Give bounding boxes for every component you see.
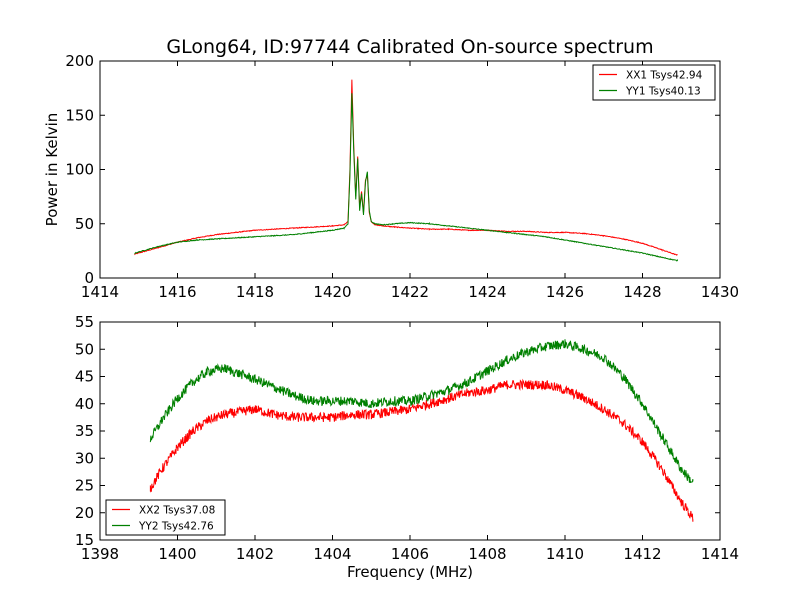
x-tick-label: 1420 bbox=[313, 283, 351, 301]
legend: XX2 Tsys37.08 YY2 Tsys42.76 bbox=[105, 499, 226, 536]
x-tick-label: 1422 bbox=[391, 283, 429, 301]
x-tick-label: 1408 bbox=[468, 545, 506, 563]
x-tick-label: 1412 bbox=[623, 545, 661, 563]
y-tick-label: 200 bbox=[65, 52, 94, 70]
x-tick-label: 1428 bbox=[623, 283, 661, 301]
y-tick-label: 0 bbox=[84, 269, 94, 287]
series-line-2 bbox=[149, 339, 694, 484]
x-tick-label: 1416 bbox=[158, 283, 196, 301]
y-tick-label: 40 bbox=[75, 395, 94, 413]
x-tick-label: 1414 bbox=[81, 283, 119, 301]
legend-label: YY1 Tsys40.13 bbox=[625, 86, 701, 98]
y-tick-label: 45 bbox=[75, 368, 94, 386]
legend-label: XX1 Tsys42.94 bbox=[626, 70, 703, 82]
x-tick-label: 1414 bbox=[701, 545, 739, 563]
legend-box bbox=[592, 64, 716, 101]
legend: XX1 Tsys42.94 YY1 Tsys40.13 bbox=[592, 64, 716, 101]
x-tick-label: 1424 bbox=[468, 283, 506, 301]
y-tick-label: 25 bbox=[75, 477, 94, 495]
x-tick-label: 1430 bbox=[701, 283, 739, 301]
x-tick-label: 1406 bbox=[391, 545, 429, 563]
y-tick-label: 20 bbox=[75, 504, 94, 522]
y-tick-label: 50 bbox=[75, 340, 94, 358]
bottom-plot: 1398 1400 1402 1404 1406 1408 1410 1412 1414 15 20… bbox=[75, 313, 739, 581]
y-tick-label: 55 bbox=[75, 313, 94, 331]
series-line-1 bbox=[149, 378, 694, 522]
y-tick-label: 50 bbox=[75, 215, 94, 233]
x-axis-label: Frequency (MHz) bbox=[347, 563, 473, 581]
y-tick-label: 150 bbox=[65, 106, 94, 124]
x-tick-label: 1410 bbox=[546, 545, 584, 563]
y-tick-label: 35 bbox=[75, 422, 94, 440]
y-tick-label: 100 bbox=[65, 161, 94, 179]
top-plot: 1414 1416 1418 1420 1422 1424 1426 1428 1430 0 50 1… bbox=[43, 52, 739, 301]
series-line-2 bbox=[134, 93, 678, 262]
series-line-1 bbox=[134, 79, 678, 256]
legend-box bbox=[105, 499, 226, 536]
x-tick-label: 1398 bbox=[81, 545, 119, 563]
legend-label: YY2 Tsys42.76 bbox=[138, 521, 214, 533]
x-tick-label: 1402 bbox=[236, 545, 274, 563]
chart-title: GLong64, ID:97744 Calibrated On-source s… bbox=[166, 36, 653, 58]
y-tick-label: 30 bbox=[75, 449, 94, 467]
legend-label: XX2 Tsys37.08 bbox=[139, 505, 215, 517]
y-tick-label: 15 bbox=[75, 531, 94, 549]
x-tick-label: 1404 bbox=[313, 545, 351, 563]
x-tick-label: 1400 bbox=[158, 545, 196, 563]
x-tick-label: 1418 bbox=[236, 283, 274, 301]
y-axis-label: Power in Kelvin bbox=[43, 113, 61, 227]
x-tick-label: 1426 bbox=[546, 283, 584, 301]
